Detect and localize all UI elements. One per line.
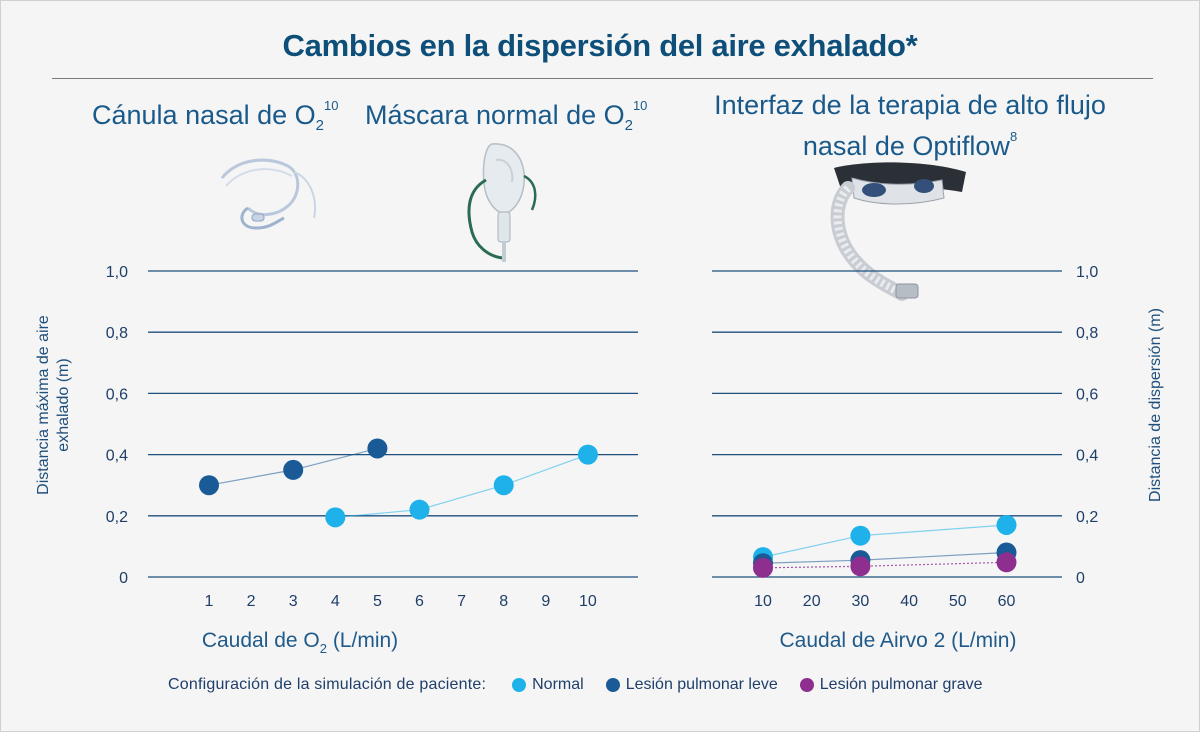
optiflow-interface-image — [830, 162, 966, 301]
x-tick-label-p0-4: 5 — [373, 593, 382, 610]
data-point-p0-s1-0 — [325, 507, 346, 528]
x-tick-label-p1-0: 10 — [754, 593, 772, 610]
data-point-p1-s0-2 — [996, 514, 1017, 535]
data-point-p1-s0-1 — [850, 525, 871, 546]
x-tick-label-p1-1: 20 — [803, 593, 821, 610]
legend-title: Configuración de la simulación de pacien… — [168, 676, 487, 693]
x-tick-label-p0-2: 3 — [289, 593, 298, 610]
title-divider — [52, 78, 1153, 79]
y-tick-label-p1-2: 0,4 — [1076, 448, 1098, 465]
x-axis-label-p0: Caudal de O2 (L/min) — [202, 629, 398, 656]
x-tick-label-p0-5: 6 — [415, 593, 424, 610]
y-tick-label-p1-1: 0,2 — [1076, 509, 1098, 526]
y-axis-label-p0-0: Distancia máxima de aire — [35, 315, 52, 495]
y-tick-label-p0-1: 0,2 — [106, 509, 128, 526]
x-axis-label-p1: Caudal de Airvo 2 (L/min) — [780, 629, 1017, 652]
y-tick-label-p0-2: 0,4 — [106, 448, 128, 465]
oxygen-mask-image — [467, 143, 537, 262]
x-tick-label-p1-5: 60 — [998, 593, 1016, 610]
data-point-p0-s1-2 — [493, 475, 514, 496]
x-tick-label-p0-1: 2 — [247, 593, 256, 610]
y-tick-label-p0-5: 1,0 — [106, 264, 128, 281]
data-point-p0-s0-0 — [199, 475, 219, 496]
x-tick-label-p0-3: 4 — [331, 593, 340, 610]
data-point-p0-s1-1 — [409, 499, 430, 520]
series-line-p0-1 — [335, 454, 589, 518]
legend-item-mild: Lesión pulmonar leve — [605, 676, 778, 694]
y-tick-label-p1-0: 0 — [1076, 570, 1085, 587]
x-tick-label-p0-7: 8 — [499, 593, 508, 610]
series-line-p1-2 — [762, 561, 1007, 569]
data-point-p1-s2-0 — [753, 557, 773, 578]
legend-dot-normal — [512, 678, 527, 692]
x-tick-label-p0-8: 9 — [541, 593, 550, 610]
x-tick-label-p1-3: 40 — [900, 593, 918, 610]
y-tick-label-p0-0: 0 — [119, 570, 128, 587]
data-point-p0-s0-1 — [283, 459, 304, 480]
y-tick-label-p0-3: 0,6 — [106, 386, 128, 403]
chart-title: Cambios en la dispersión del aire exhala… — [282, 28, 918, 63]
x-tick-label-p1-4: 50 — [949, 593, 967, 610]
y-tick-label-p1-3: 0,6 — [1076, 386, 1098, 403]
y-tick-label-p1-5: 1,0 — [1076, 264, 1098, 281]
y-tick-label-p0-4: 0,8 — [106, 325, 128, 342]
device-label-oxygen-mask: Máscara normal de O210 — [365, 98, 648, 134]
nasal-cannula-image — [220, 158, 316, 230]
x-tick-label-p0-6: 7 — [457, 593, 466, 610]
device-label-optiflow: Interfaz de la terapia de alto flujo nasa… — [714, 90, 1106, 161]
x-tick-label-p0-9: 10 — [579, 593, 597, 610]
y-tick-label-p1-4: 0,8 — [1076, 325, 1098, 342]
device-label-nasal-cannula: Cánula nasal de O210 — [92, 98, 339, 134]
series-line-p1-1 — [762, 551, 1007, 564]
legend-item-normal: Normal — [512, 676, 584, 694]
x-tick-label-p1-2: 30 — [852, 593, 870, 610]
data-point-p1-s2-2 — [996, 552, 1017, 573]
legend-dot-severe — [799, 678, 814, 692]
data-point-p0-s0-2 — [367, 438, 388, 459]
y-axis-label-p1-0: Distancia de dispersión (m) — [1147, 308, 1164, 502]
legend-dot-mild — [605, 678, 620, 692]
x-tick-label-p0-0: 1 — [205, 593, 214, 610]
y-axis-label-p0-1: exhalado (m) — [55, 358, 72, 451]
chart-legend: Configuración de la simulación de pacien… — [168, 676, 1005, 694]
legend-item-severe: Lesión pulmonar grave — [799, 676, 983, 694]
data-point-p1-s2-1 — [850, 556, 871, 577]
data-point-p0-s1-3 — [577, 444, 598, 465]
series-line-p1-0 — [762, 524, 1007, 558]
